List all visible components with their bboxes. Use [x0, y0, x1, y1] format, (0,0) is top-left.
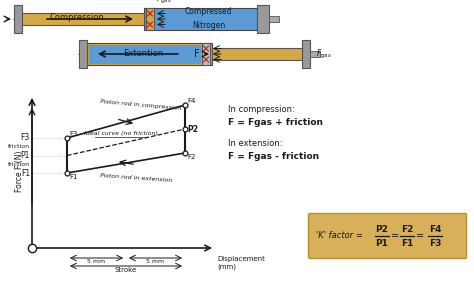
Bar — [269, 16, 279, 22]
Bar — [144, 8, 257, 30]
Text: F3: F3 — [21, 134, 30, 143]
Bar — [89, 45, 200, 63]
Text: P1: P1 — [21, 151, 30, 160]
Text: Displacement
(mm): Displacement (mm) — [217, 256, 265, 269]
Text: Nitrogen: Nitrogen — [192, 21, 225, 30]
Text: P1: P1 — [375, 239, 388, 248]
Bar — [87, 43, 212, 65]
Text: F3: F3 — [429, 239, 441, 248]
Text: Ideal curve (no friction): Ideal curve (no friction) — [84, 131, 158, 136]
Text: Piston rod in compression: Piston rod in compression — [100, 99, 182, 112]
Text: P2: P2 — [187, 125, 198, 134]
Text: Force F (N): Force F (N) — [16, 151, 25, 192]
Text: Piston rod in extension: Piston rod in extension — [100, 173, 172, 183]
Text: F2: F2 — [187, 154, 195, 160]
Text: F4: F4 — [187, 98, 195, 104]
Text: P2: P2 — [375, 226, 388, 235]
Text: F2: F2 — [401, 226, 413, 235]
Text: F1: F1 — [69, 174, 78, 180]
Text: $F_{gas}$: $F_{gas}$ — [156, 0, 172, 6]
Text: F: F — [194, 49, 200, 59]
Text: $F_{gas}$: $F_{gas}$ — [316, 48, 332, 61]
Bar — [212, 48, 302, 60]
Text: In compression:: In compression: — [228, 105, 295, 114]
Text: friction: friction — [8, 144, 30, 149]
Bar — [202, 43, 210, 65]
Bar — [257, 5, 269, 33]
Bar — [146, 8, 154, 30]
Text: 5 mm: 5 mm — [146, 259, 164, 264]
Text: 5 mm: 5 mm — [87, 259, 106, 264]
Text: F1: F1 — [401, 239, 413, 248]
Text: F3: F3 — [69, 131, 78, 137]
Bar — [310, 51, 320, 57]
Bar — [302, 40, 310, 68]
Bar — [14, 5, 22, 33]
Text: F4: F4 — [429, 226, 441, 235]
FancyBboxPatch shape — [309, 213, 466, 258]
Bar — [22, 13, 144, 25]
Text: Extention: Extention — [123, 48, 164, 57]
Bar — [79, 40, 87, 68]
Text: 'K' factor =: 'K' factor = — [316, 231, 363, 241]
Text: =: = — [391, 231, 399, 241]
Text: Stroke: Stroke — [115, 267, 137, 273]
Text: Compressed: Compressed — [185, 7, 232, 16]
Text: F1: F1 — [21, 168, 30, 177]
Text: friction: friction — [8, 162, 30, 167]
Text: F = Fgas - friction: F = Fgas - friction — [228, 152, 319, 161]
Text: In extension:: In extension: — [228, 139, 283, 148]
Text: =: = — [416, 231, 424, 241]
Text: Compression: Compression — [49, 14, 104, 23]
Text: F = Fgas + friction: F = Fgas + friction — [228, 118, 323, 127]
